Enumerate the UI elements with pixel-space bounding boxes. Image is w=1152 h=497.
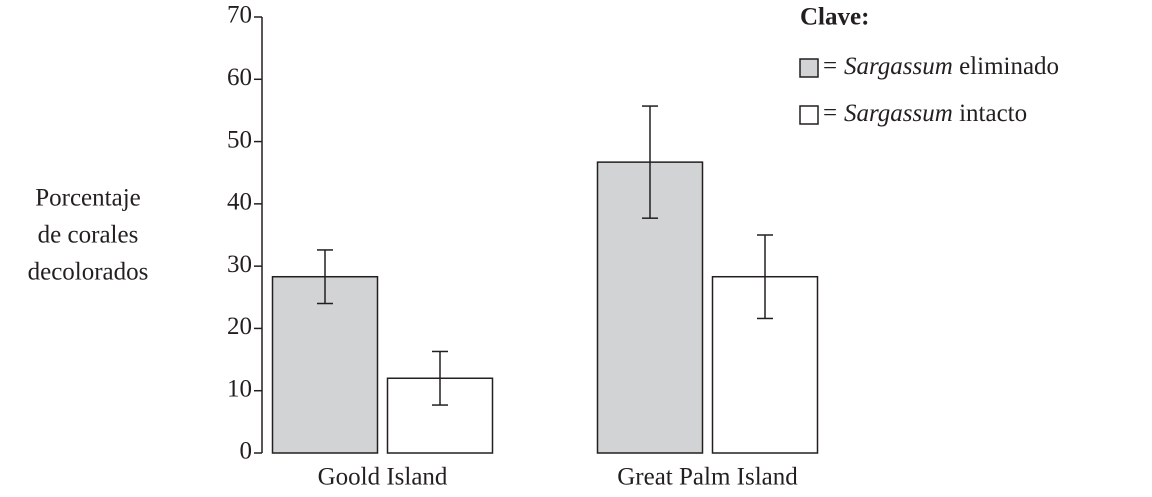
y-tick-label: 20 [227,313,252,340]
y-axis-label: decolorados [28,259,149,286]
y-tick-label: 30 [227,251,252,278]
y-axis-label: Porcentaje [35,185,141,212]
y-tick-label: 40 [227,189,252,216]
y-axis-label: de corales [38,222,139,249]
legend-label: Sargassum intacto [844,100,1027,127]
x-tick-label: Great Palm Island [617,464,798,491]
y-tick-label: 60 [227,64,252,91]
y-tick-label: 10 [227,375,252,402]
y-tick-label: 0 [240,438,253,465]
y-tick-label: 70 [227,2,252,29]
x-tick-label: Goold Island [318,464,448,491]
legend-separator: = [823,53,837,80]
legend-swatch [799,105,819,125]
y-tick-label: 50 [227,126,252,153]
legend-separator: = [823,100,837,127]
legend-title: Clave: [800,4,869,31]
bar [271,275,379,454]
legend-label: Sargassum eliminado [844,53,1059,80]
legend-swatch [799,58,819,78]
